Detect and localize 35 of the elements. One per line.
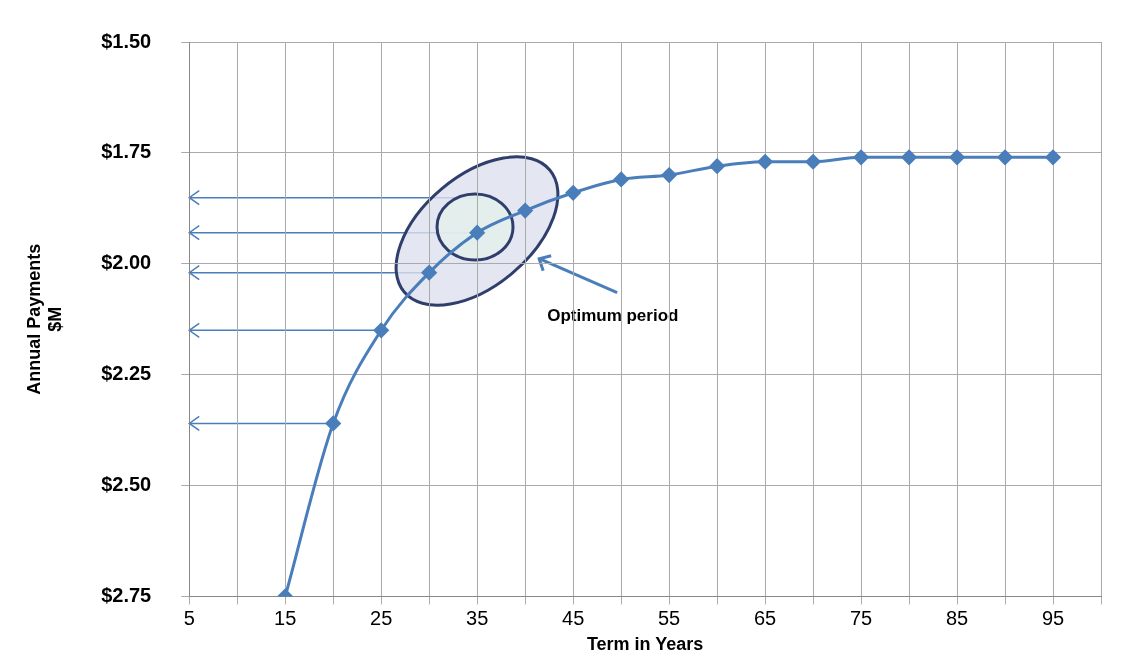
point [901,149,917,165]
y-tick-label: $1.75 [101,140,152,163]
y-tick-label: $2.25 [101,362,152,385]
x-tick-label: 25 [370,606,393,629]
y-axis-title: Annual Payments $M [23,243,66,395]
point [1045,149,1061,165]
point [661,167,677,183]
point [325,415,341,431]
x-tick-label: 75 [849,606,873,629]
point [757,154,773,170]
x-tick-label: 15 [274,606,297,629]
y-tick-label: $2.50 [101,473,152,496]
y-tick-label: $2.75 [101,583,152,606]
x-tick-label: 45 [562,606,585,629]
y-tick-label: $2.00 [101,251,152,274]
y-tick-label: $1.50 [101,29,152,52]
x-tick-label: 55 [657,606,681,629]
annotation: Optimum period [547,305,679,325]
point [949,149,965,165]
point [373,322,389,338]
point [853,149,869,165]
point [805,154,821,170]
x-tick-label: 5 [183,606,195,629]
point [421,265,437,281]
x-tick-label: 85 [945,606,969,629]
x-tick-label: 35 [466,606,489,629]
point [997,149,1013,165]
x-tick-label: 65 [753,606,777,629]
point [709,158,725,174]
point [469,225,485,241]
point [565,185,581,201]
point [517,203,533,219]
point [613,171,629,187]
x-tick-label: 95 [1041,606,1065,629]
x-axis-title: Term in Years [586,634,704,655]
